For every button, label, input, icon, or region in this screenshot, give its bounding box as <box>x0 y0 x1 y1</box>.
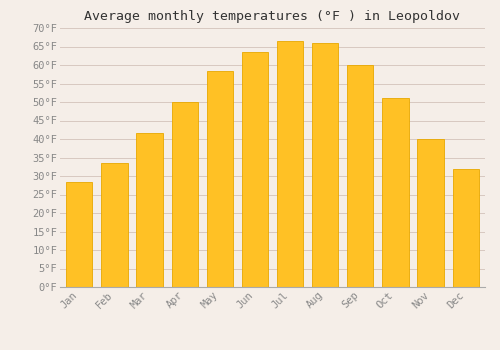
Bar <box>418 139 444 287</box>
Bar <box>382 98 408 287</box>
Bar <box>242 52 268 287</box>
Bar <box>452 169 479 287</box>
Bar <box>66 182 92 287</box>
Bar <box>102 163 128 287</box>
Bar <box>312 43 338 287</box>
Bar <box>206 71 233 287</box>
Bar <box>172 102 198 287</box>
Bar <box>136 133 162 287</box>
Bar <box>277 41 303 287</box>
Title: Average monthly temperatures (°F ) in Leopoldov: Average monthly temperatures (°F ) in Le… <box>84 10 460 23</box>
Bar <box>347 65 374 287</box>
